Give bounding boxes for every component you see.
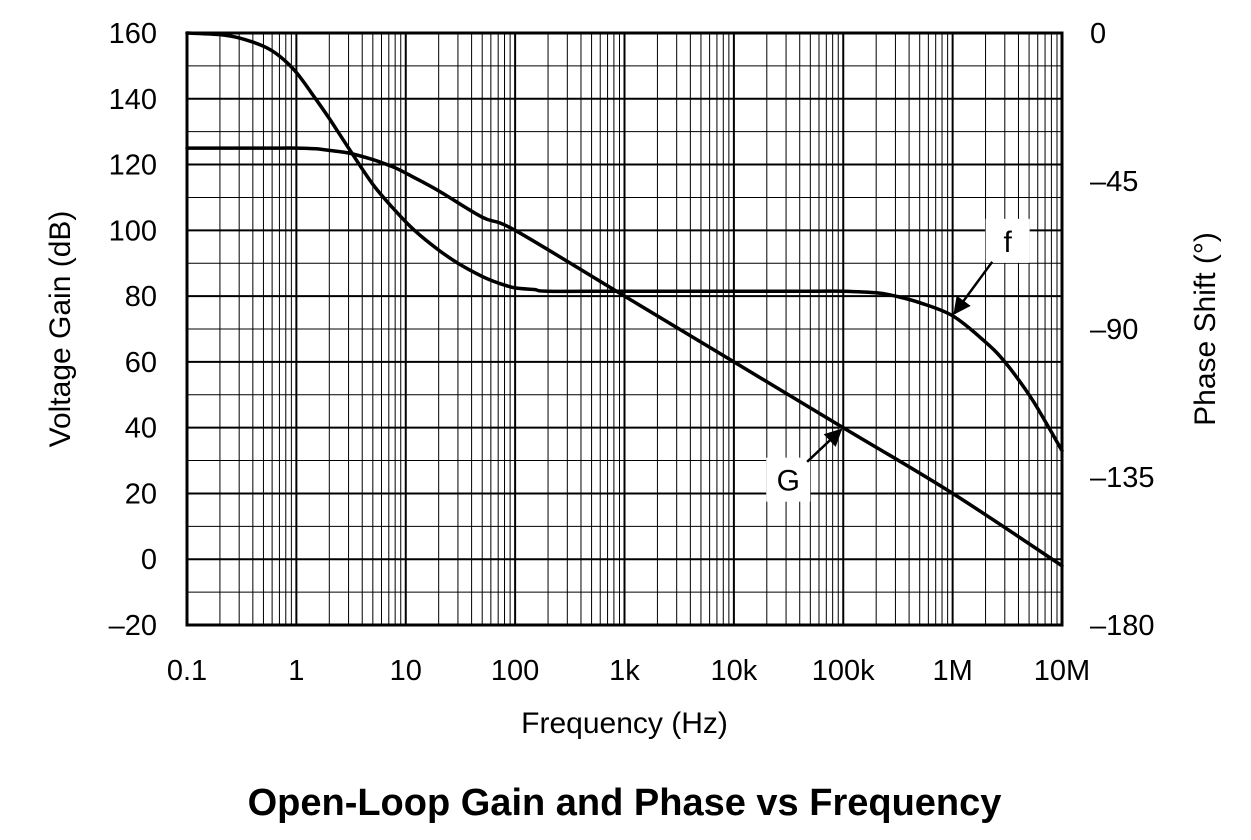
x-tick-label: 1 [288,655,304,687]
annotation-box-f [985,218,1030,263]
chart-title: Open-Loop Gain and Phase vs Frequency [248,782,1002,824]
x-tick-labels: 0.1 1 10 100 1k 10k 100k 1M 10M [167,655,1090,687]
y-axis-right-title: Phase Shift (°) [1189,232,1222,426]
y-left-tick-label: 140 [109,84,157,116]
x-tick-label: 10k [710,655,757,687]
annotation-arrow-g [806,428,843,463]
series-line-f [185,31,1064,453]
y-right-tick-labels: 0 –45 –90 –135 –180 [1090,18,1155,642]
x-tick-label: 10M [1034,655,1090,687]
annotation-label-g: G [777,465,800,498]
y-right-tick-label: 0 [1090,18,1106,50]
y-right-tick-label: –180 [1090,610,1155,642]
y-right-tick-label: –135 [1090,462,1155,494]
y-right-tick-label: –90 [1090,314,1138,346]
y-left-tick-label: –20 [109,610,157,642]
x-tick-label: 10 [390,655,422,687]
y-left-tick-label: 60 [125,347,157,379]
x-axis-title: Frequency (Hz) [521,707,728,740]
annotation-layer: fG [766,218,1030,502]
annotation-box-g [766,457,811,502]
y-left-tick-label: 160 [109,18,157,50]
grid-minor [187,33,1062,625]
y-left-tick-labels: 160 140 120 100 80 60 40 20 0 –20 [109,18,157,642]
x-tick-label: 100k [812,655,875,687]
y-left-tick-label: 100 [109,215,157,247]
y-left-tick-label: 0 [141,544,157,576]
y-right-tick-label: –45 [1090,166,1138,198]
y-left-tick-label: 80 [125,281,157,313]
y-left-tick-label: 40 [125,413,157,445]
y-left-tick-label: 120 [109,150,157,182]
x-tick-label: 1k [609,655,640,687]
x-tick-label: 0.1 [167,655,207,687]
x-tick-label: 100 [491,655,539,687]
y-left-tick-label: 20 [125,478,157,510]
x-tick-label: 1M [932,655,972,687]
y-axis-left-title: Voltage Gain (dB) [44,211,77,448]
annotation-label-f: f [1003,226,1012,259]
series-line-g [185,146,1064,568]
series-layer [185,31,1064,568]
annotation-arrow-f [953,261,994,315]
plot-frame [185,31,1064,627]
